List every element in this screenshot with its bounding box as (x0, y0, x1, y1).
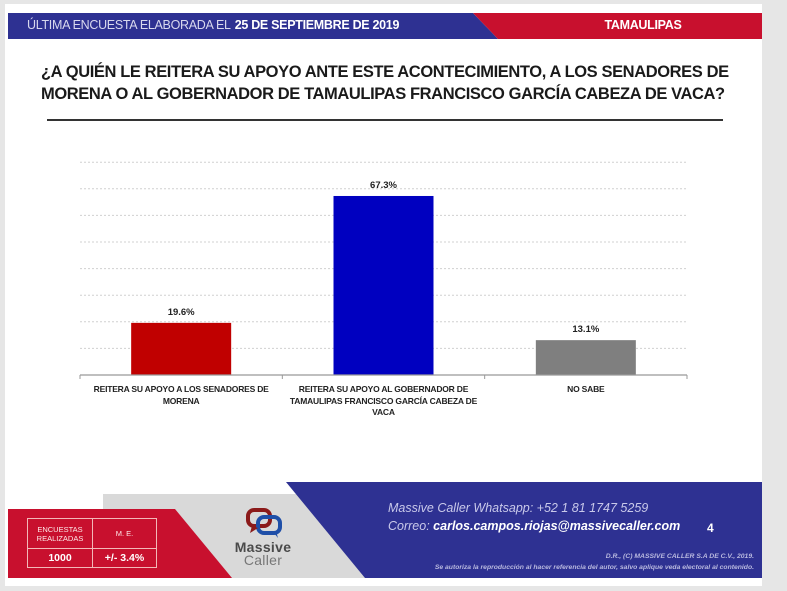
state-label: TAMAULIPAS (604, 18, 682, 32)
survey-label: ÚLTIMA ENCUESTA ELABORADA EL (27, 18, 231, 32)
title-divider (47, 119, 723, 121)
surveys-value: 1000 (28, 549, 93, 567)
footer-background (8, 482, 762, 578)
page-number: 4 (707, 521, 714, 535)
survey-date: 25 DE SEPTIEMBRE DE 2019 (234, 18, 400, 32)
survey-stats-table: ENCUESTAS REALIZADAS M. E. 1000 +/- 3.4% (27, 518, 157, 568)
footer-red-band (8, 509, 232, 578)
survey-date-label: ÚLTIMA ENCUESTA ELABORADA EL 25 DE SEPTIE… (27, 18, 399, 32)
bar-0 (131, 322, 232, 375)
email-contact: Correo: carlos.campos.riojas@massivecall… (388, 519, 680, 533)
margin-error-header: M. E. (93, 519, 156, 549)
copyright-text: D.R., (C) MASSIVE CALLER S.A DE C.V., 20… (605, 553, 754, 560)
data-label-2: 13.1% (572, 324, 599, 335)
bar-2 (535, 340, 636, 375)
disclaimer-text: Se autoriza la reproducción al hacer ref… (434, 564, 754, 571)
category-label-no-sabe: NO SABE (567, 384, 605, 394)
email-label: Correo: (388, 519, 430, 533)
data-label-0: 19.6% (168, 307, 195, 318)
header-bar: ÚLTIMA ENCUESTA ELABORADA EL 25 DE SEPTIE… (8, 13, 762, 39)
slide: ÚLTIMA ENCUESTA ELABORADA EL 25 DE SEPTIE… (5, 4, 762, 586)
category-label-senadores: REITERA SU APOYO A LOS SENADORES DE MORE… (93, 384, 269, 406)
bar-chart: 19.6% 67.3% 13.1% (79, 161, 688, 379)
massive-caller-logo: Massive Caller (228, 506, 298, 576)
margin-error-value: +/- 3.4% (104, 552, 145, 564)
speech-bubbles-icon (246, 508, 282, 538)
surveys-header: ENCUESTAS REALIZADAS (28, 519, 93, 549)
bar-1 (333, 195, 434, 375)
chart-title: ¿A QUIÉN LE REITERA SU APOYO ANTE ESTE A… (41, 63, 729, 103)
header-background (8, 13, 762, 39)
whatsapp-contact: Massive Caller Whatsapp: +52 1 81 1747 5… (388, 501, 649, 515)
logo-text-caller: Caller (243, 552, 283, 568)
footer-blue-band (286, 482, 762, 578)
email-address[interactable]: carlos.campos.riojas@massivecaller.com (433, 519, 681, 533)
data-label-1: 67.3% (370, 180, 397, 191)
category-label-gobernador: REITERA SU APOYO AL GOBERNADOR DE TAMAUL… (289, 384, 478, 417)
logo-text-massive: Massive (234, 539, 292, 555)
